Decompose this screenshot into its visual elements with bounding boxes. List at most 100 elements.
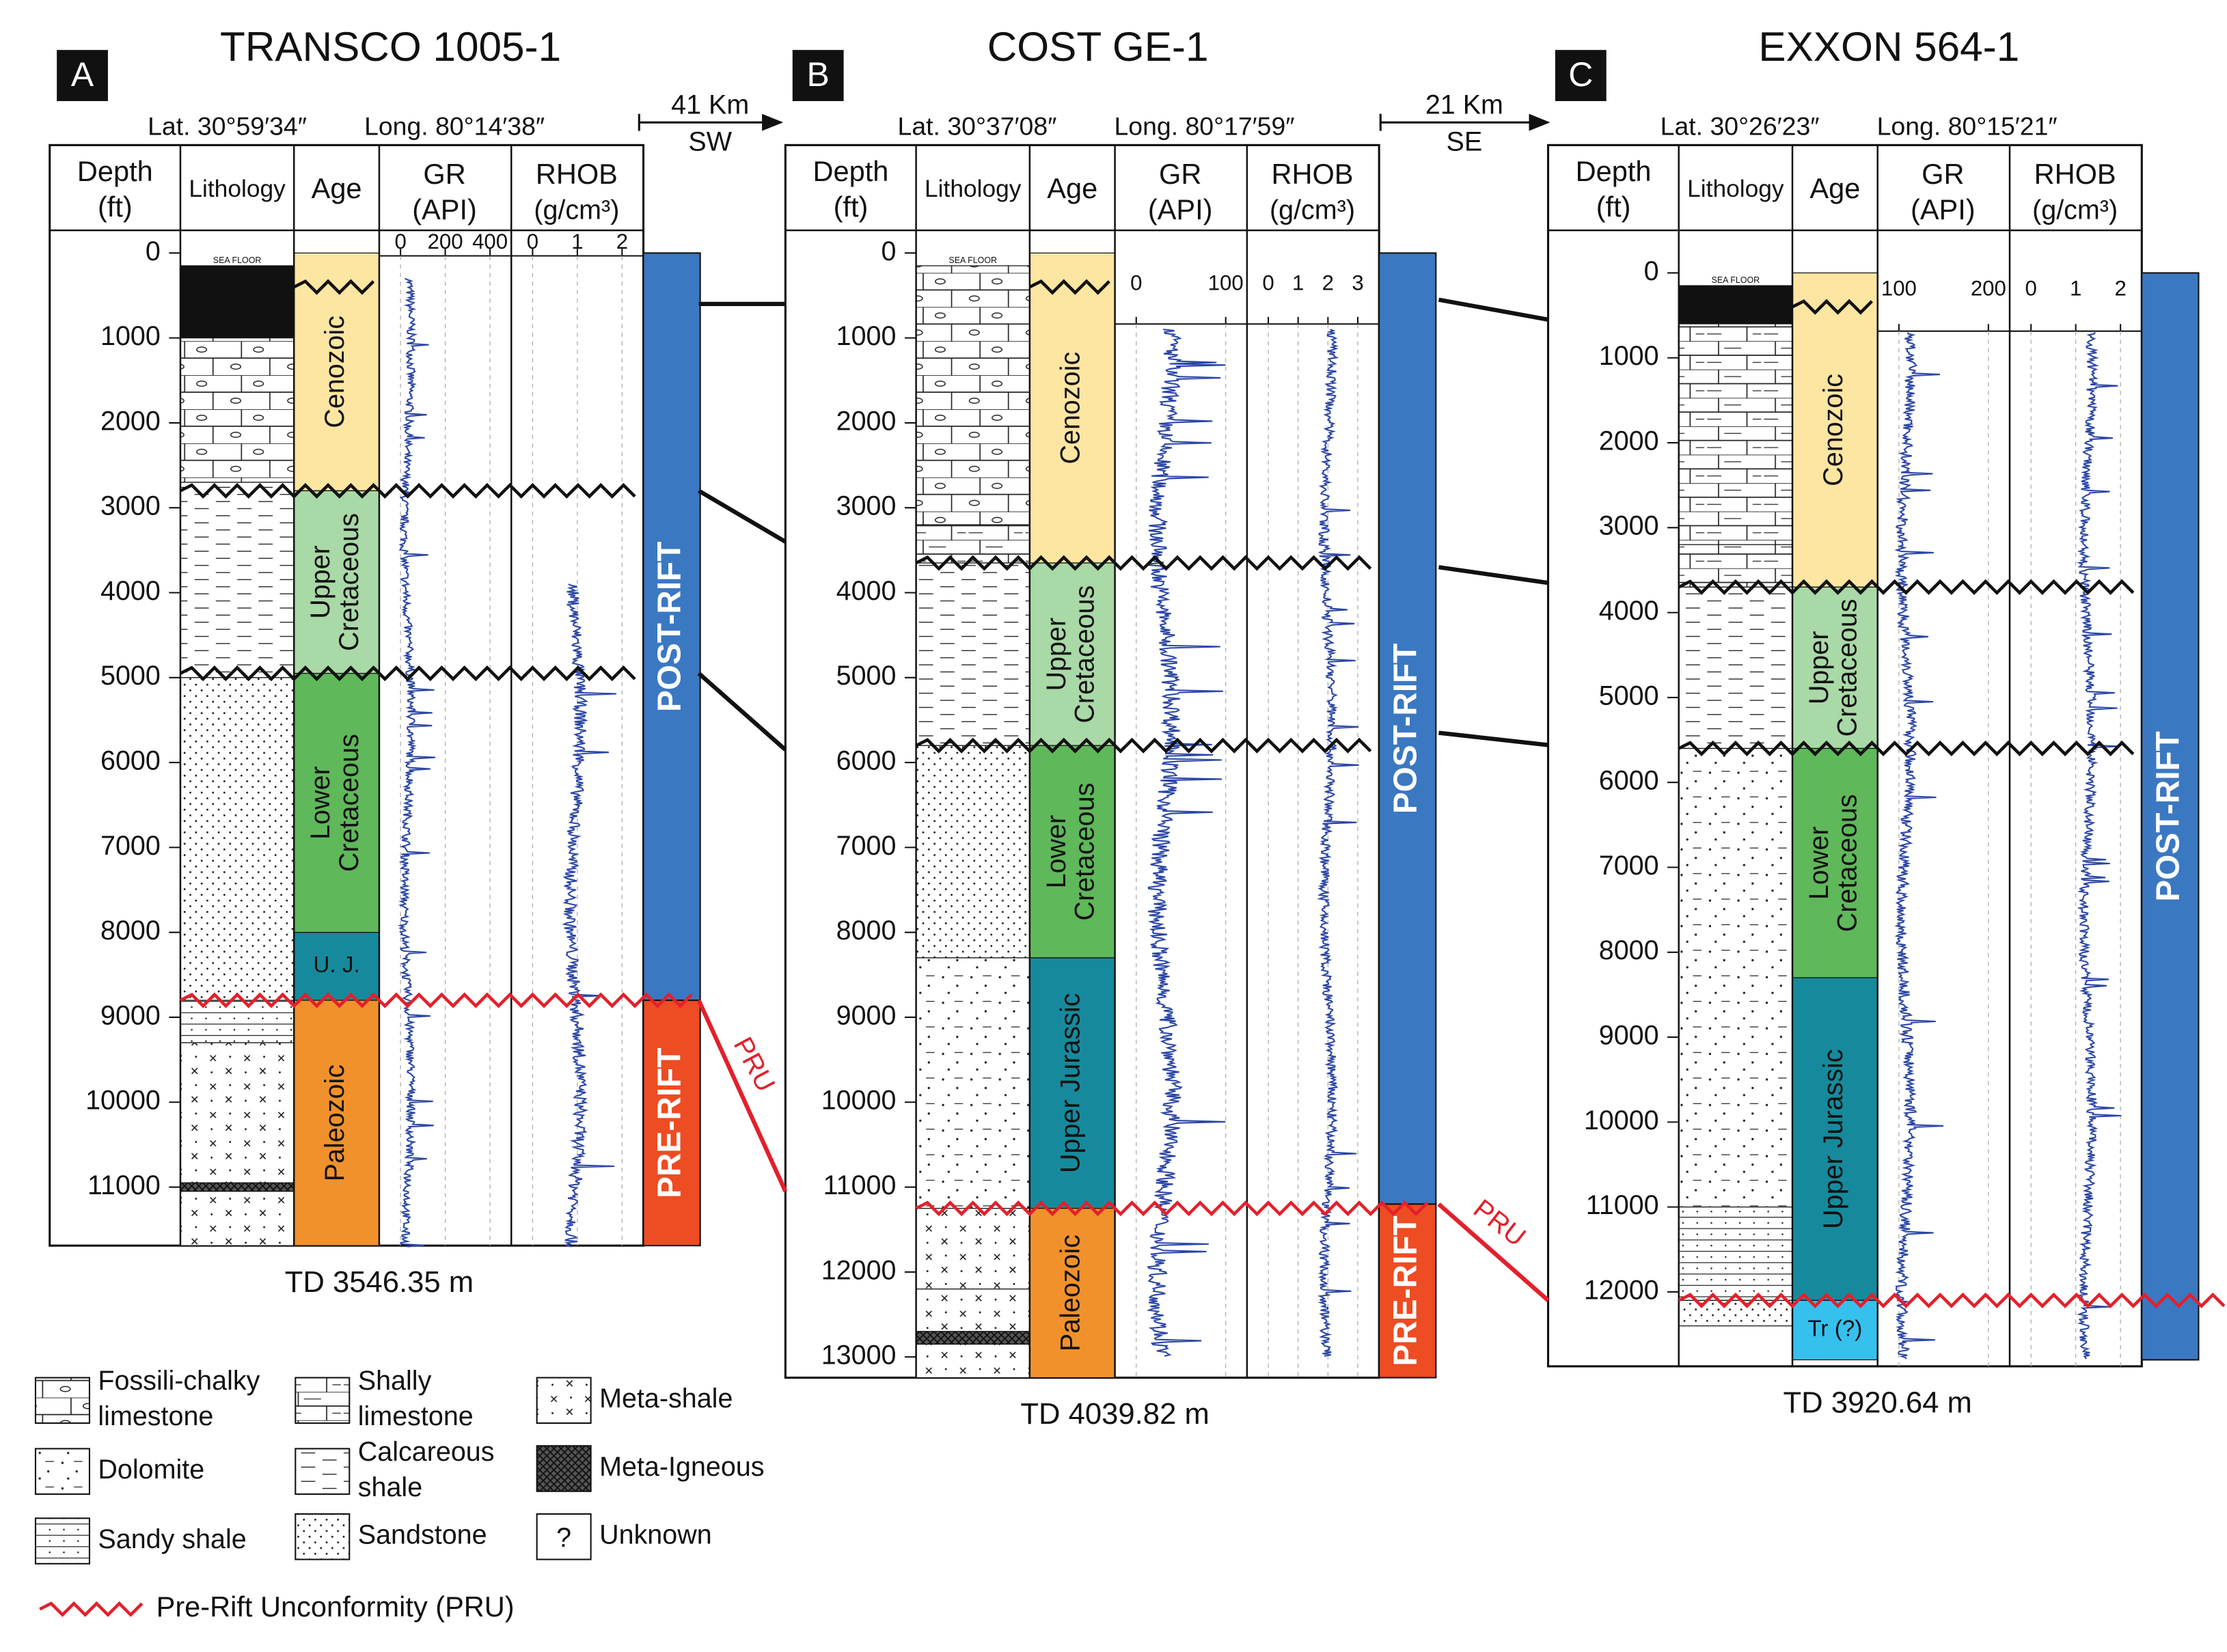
header-lithology: Lithology <box>925 176 1022 202</box>
depth-tick-label: 1000 <box>836 321 897 351</box>
legend-swatch <box>34 1517 90 1565</box>
depth-tick-label: 7000 <box>1599 851 1659 881</box>
header-depth: Depth <box>77 155 153 187</box>
age-interval <box>293 672 380 933</box>
distance-km: 41 Km <box>671 90 749 120</box>
well-name: TRANSCO 1005-1 <box>220 23 561 70</box>
rhob-log <box>1316 329 1359 1357</box>
log-tick-label: 100 <box>1208 271 1244 294</box>
age-label: Upper <box>1041 618 1071 691</box>
age-interval <box>1792 586 1878 749</box>
header-gr: GR <box>1922 158 1964 190</box>
legend-label: Fossili-chalky <box>98 1366 260 1396</box>
panel-letter-box <box>57 50 108 101</box>
panel-letter-box <box>1555 50 1607 101</box>
age-label: Cenozoic <box>1056 352 1086 465</box>
age-label: U. J. <box>313 952 359 978</box>
legend-label: Unknown <box>599 1520 712 1550</box>
panel-letter: A <box>71 55 94 94</box>
age-label: Lower <box>305 766 336 840</box>
header-depth-unit: (ft) <box>834 191 869 223</box>
log-tick-label: 1 <box>571 230 583 253</box>
header-rhob: RHOB <box>536 158 618 190</box>
unconformity <box>1028 279 1110 295</box>
log-tick-label: 3 <box>1352 271 1363 294</box>
header-age: Age <box>1047 172 1097 204</box>
lithology-interval <box>915 1343 1030 1379</box>
lithology-interval <box>1678 323 1793 545</box>
lithology-interval <box>180 677 295 1001</box>
age-label: Cretaceous <box>334 513 364 651</box>
lithology-interval <box>1678 285 1793 325</box>
header-rhob: RHOB <box>2034 158 2116 190</box>
header-gr: GR <box>423 158 465 190</box>
tectonic-bar <box>2141 272 2200 1361</box>
legend-label: limestone <box>98 1401 213 1431</box>
log-tick-label: 1 <box>2070 277 2081 301</box>
legend-pru-label: Pre-Rift Unconformity (PRU) <box>156 1591 515 1623</box>
header-gr-unit: (API) <box>412 193 477 225</box>
tectonic-bar <box>1378 1203 1437 1379</box>
distance-direction: SW <box>688 127 732 157</box>
log-tick-label: 2 <box>2114 277 2126 301</box>
pru-correlation-line <box>1437 1202 1550 1302</box>
pre-rift-unconformity <box>1678 1292 2226 1308</box>
unconformity <box>1791 299 1874 315</box>
lithology-interval <box>180 1042 295 1183</box>
depth-tick-label: 5000 <box>836 661 897 691</box>
depth-tick-label: 11000 <box>823 1170 897 1200</box>
tectonic-label: POST-RIFT <box>652 541 688 712</box>
header-rhob: RHOB <box>1271 158 1353 190</box>
age-label: Cretaceous <box>1069 783 1099 921</box>
depth-tick-label: 9000 <box>836 1000 897 1030</box>
log-tick-label: 2 <box>616 230 628 253</box>
depth-tick-label: 7000 <box>100 831 161 861</box>
lithology-interval <box>915 745 1030 959</box>
total-depth: TD 3920.64 m <box>1783 1386 1971 1419</box>
depth-tick-label: 1000 <box>100 321 161 351</box>
depth-tick-label: 13000 <box>821 1340 897 1371</box>
header-rhob-unit: (g/cm³) <box>1270 195 1355 225</box>
pre-rift-unconformity <box>179 992 693 1008</box>
unconformity <box>293 279 375 295</box>
header-lithology: Lithology <box>189 176 286 202</box>
lithology-interval <box>915 1289 1030 1332</box>
age-interval <box>1792 1299 1878 1360</box>
unconformity <box>915 555 1372 571</box>
header-gr-unit: (API) <box>1911 193 1976 225</box>
header-depth: Depth <box>1576 155 1652 187</box>
legend-label: Calcareous <box>358 1437 495 1467</box>
log-tick-label: 0 <box>1262 271 1274 294</box>
depth-tick-label: 0 <box>146 236 161 266</box>
unconformity <box>1678 740 2135 757</box>
correlation-line <box>697 672 787 752</box>
age-label: Lower <box>1041 815 1071 889</box>
depth-tick-label: 9000 <box>1599 1021 1659 1051</box>
lithology-interval <box>915 1207 1030 1290</box>
depth-tick-label: 8000 <box>836 916 897 946</box>
legend-label: limestone <box>358 1401 474 1431</box>
lithology-interval <box>180 1000 295 1043</box>
distance-direction: SE <box>1447 127 1483 157</box>
depth-tick-label: 0 <box>1644 256 1659 286</box>
age-label: Cenozoic <box>320 316 350 428</box>
tectonic-bar <box>642 252 701 1002</box>
well-longitude: Long. 80°17′59″ <box>1114 111 1294 140</box>
panel-letter-box <box>792 50 844 101</box>
log-tick-label: 1 <box>1292 271 1304 294</box>
tectonic-bar <box>1378 252 1437 1205</box>
age-label: Paleozoic <box>1056 1235 1086 1351</box>
well-name: COST GE-1 <box>987 23 1209 70</box>
pru-correlation-line <box>696 999 788 1193</box>
legend-label: shale <box>358 1472 422 1502</box>
depth-tick-label: 10000 <box>85 1086 161 1116</box>
depth-tick-label: 5000 <box>100 661 161 691</box>
lithology-interval <box>180 482 295 678</box>
legend-label: Meta-Igneous <box>599 1452 764 1482</box>
log-tick-label: 2 <box>1322 271 1334 294</box>
age-interval <box>1029 562 1116 746</box>
depth-tick-label: 6000 <box>1599 766 1659 796</box>
header-gr: GR <box>1159 158 1201 190</box>
age-interval <box>1029 957 1116 1209</box>
age-interval <box>1029 1207 1116 1379</box>
